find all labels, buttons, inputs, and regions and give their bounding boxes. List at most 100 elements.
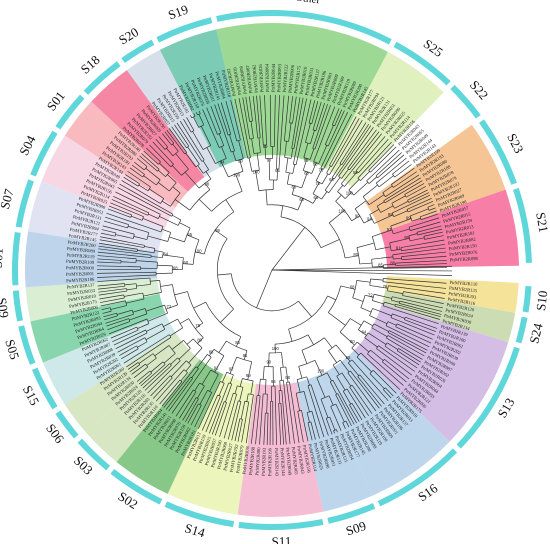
tree-branch xyxy=(255,170,260,191)
tree-branch xyxy=(234,418,241,442)
tree-branch xyxy=(375,246,391,251)
tree-branch xyxy=(339,122,367,164)
tree-branch xyxy=(312,193,322,200)
tree-branch xyxy=(101,229,117,234)
tree-branch xyxy=(221,371,228,383)
leaf-label: PtrMYB2R181 xyxy=(447,230,476,240)
tree-branch xyxy=(263,413,266,445)
tree-branch xyxy=(199,390,208,405)
tree-branch xyxy=(320,112,348,169)
tree-branch xyxy=(160,226,164,233)
tree-branch xyxy=(324,125,334,145)
tree-branch xyxy=(303,391,310,413)
tree-branch xyxy=(424,235,444,240)
tree-branch xyxy=(358,320,365,330)
tree-branch xyxy=(100,300,126,307)
tree-branch xyxy=(207,389,212,393)
leaf-label: PtrMYB2R013 xyxy=(445,224,474,235)
tree-branch xyxy=(142,363,170,389)
tree-branch xyxy=(328,350,337,363)
subfamily-label-5: S10 xyxy=(533,290,550,312)
bootstrap-value: 68 xyxy=(329,177,334,182)
tree-branch xyxy=(235,173,243,192)
leaf-label: PtrMYB2R079 xyxy=(235,444,245,473)
tree-branch xyxy=(157,161,161,165)
tree-branch xyxy=(384,345,418,369)
tree-branch xyxy=(198,110,201,114)
tree-root-branch xyxy=(271,239,296,271)
leaf-label: PtrMYB2R078 xyxy=(241,445,250,474)
tree-branch xyxy=(383,389,392,399)
tree-branch xyxy=(331,118,360,167)
tree-branch xyxy=(392,247,446,256)
tree-branch xyxy=(189,189,211,211)
tree-branch xyxy=(266,413,269,445)
tree-branch xyxy=(375,157,407,184)
tree-branch xyxy=(250,380,254,395)
leaf-label: PtrMYB2R156 xyxy=(302,445,312,474)
tree-branch xyxy=(387,335,425,357)
tree-branch xyxy=(219,393,234,438)
tree-branch xyxy=(251,138,255,154)
bootstrap-value: 85 xyxy=(304,171,309,176)
tree-branch xyxy=(416,232,418,236)
tree-branch xyxy=(392,160,410,175)
tree-branch xyxy=(209,374,219,392)
tree-branch xyxy=(301,171,308,189)
tree-branch xyxy=(356,280,371,283)
tree-branch xyxy=(298,366,303,379)
tree-branch xyxy=(285,366,289,383)
tree-branch xyxy=(312,148,316,150)
tree-branch xyxy=(239,159,244,172)
tree-branch xyxy=(174,291,188,296)
tree-branch xyxy=(198,114,205,126)
tree-branch xyxy=(147,235,168,242)
tree-branch xyxy=(161,200,171,207)
bootstrap-value: 72 xyxy=(167,304,172,309)
tree-branch xyxy=(232,151,237,162)
leaf-label: PtrMYB2R109 xyxy=(66,259,95,265)
tree-branch xyxy=(100,232,116,237)
tree-branch xyxy=(329,119,363,175)
tree-branch xyxy=(368,144,395,171)
tree-branch xyxy=(238,140,244,159)
tree-branch xyxy=(172,143,179,152)
tree-branch xyxy=(330,379,334,382)
tree-branch xyxy=(197,385,205,399)
tree-branch xyxy=(190,115,193,119)
tree-branch xyxy=(117,337,146,353)
tree-branch xyxy=(393,257,402,260)
tree-branch xyxy=(197,337,204,344)
tree-branch xyxy=(171,213,174,217)
tree-branch xyxy=(340,133,382,185)
tree-branch xyxy=(137,183,140,187)
tree-branch xyxy=(350,318,362,326)
tree-branch xyxy=(357,376,382,407)
tree-branch xyxy=(208,349,215,356)
tree-branch xyxy=(348,179,360,191)
tree-branch xyxy=(390,226,394,234)
leaf-label: PtrMYB2R119 xyxy=(66,252,95,259)
tree-branch xyxy=(353,181,369,196)
tree-branch xyxy=(151,256,163,259)
tree-branch xyxy=(193,113,196,117)
tree-branch xyxy=(163,366,197,408)
tree-branch xyxy=(399,303,442,315)
tree-branch xyxy=(349,386,369,417)
tree-branch xyxy=(276,95,280,169)
tree-branch xyxy=(108,205,132,216)
tree-branch xyxy=(196,397,199,400)
tree-branch xyxy=(370,146,397,173)
tree-branch xyxy=(351,385,373,414)
bootstrap-value: 100 xyxy=(253,170,261,175)
tree-branch xyxy=(332,380,357,424)
tree-branch xyxy=(97,255,137,260)
tree-branch xyxy=(423,231,443,237)
tree-branch xyxy=(166,148,174,157)
tree-branch xyxy=(303,143,309,158)
leaf-label: PtrMYB2R114 xyxy=(307,443,318,472)
bootstrap-value: 80 xyxy=(197,337,202,342)
tree-branch xyxy=(405,316,438,329)
tree-branch xyxy=(217,132,222,135)
ring-segment-22 xyxy=(83,61,121,95)
